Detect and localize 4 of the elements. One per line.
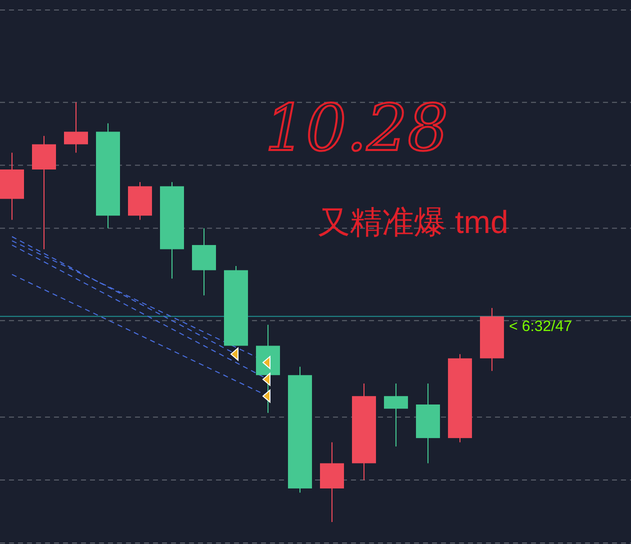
annotation: 又精准爆 tmd [318,204,508,240]
candlestick [384,383,408,447]
annotation: 10.28 [265,92,448,166]
text: < 6:32/47 [509,318,572,335]
